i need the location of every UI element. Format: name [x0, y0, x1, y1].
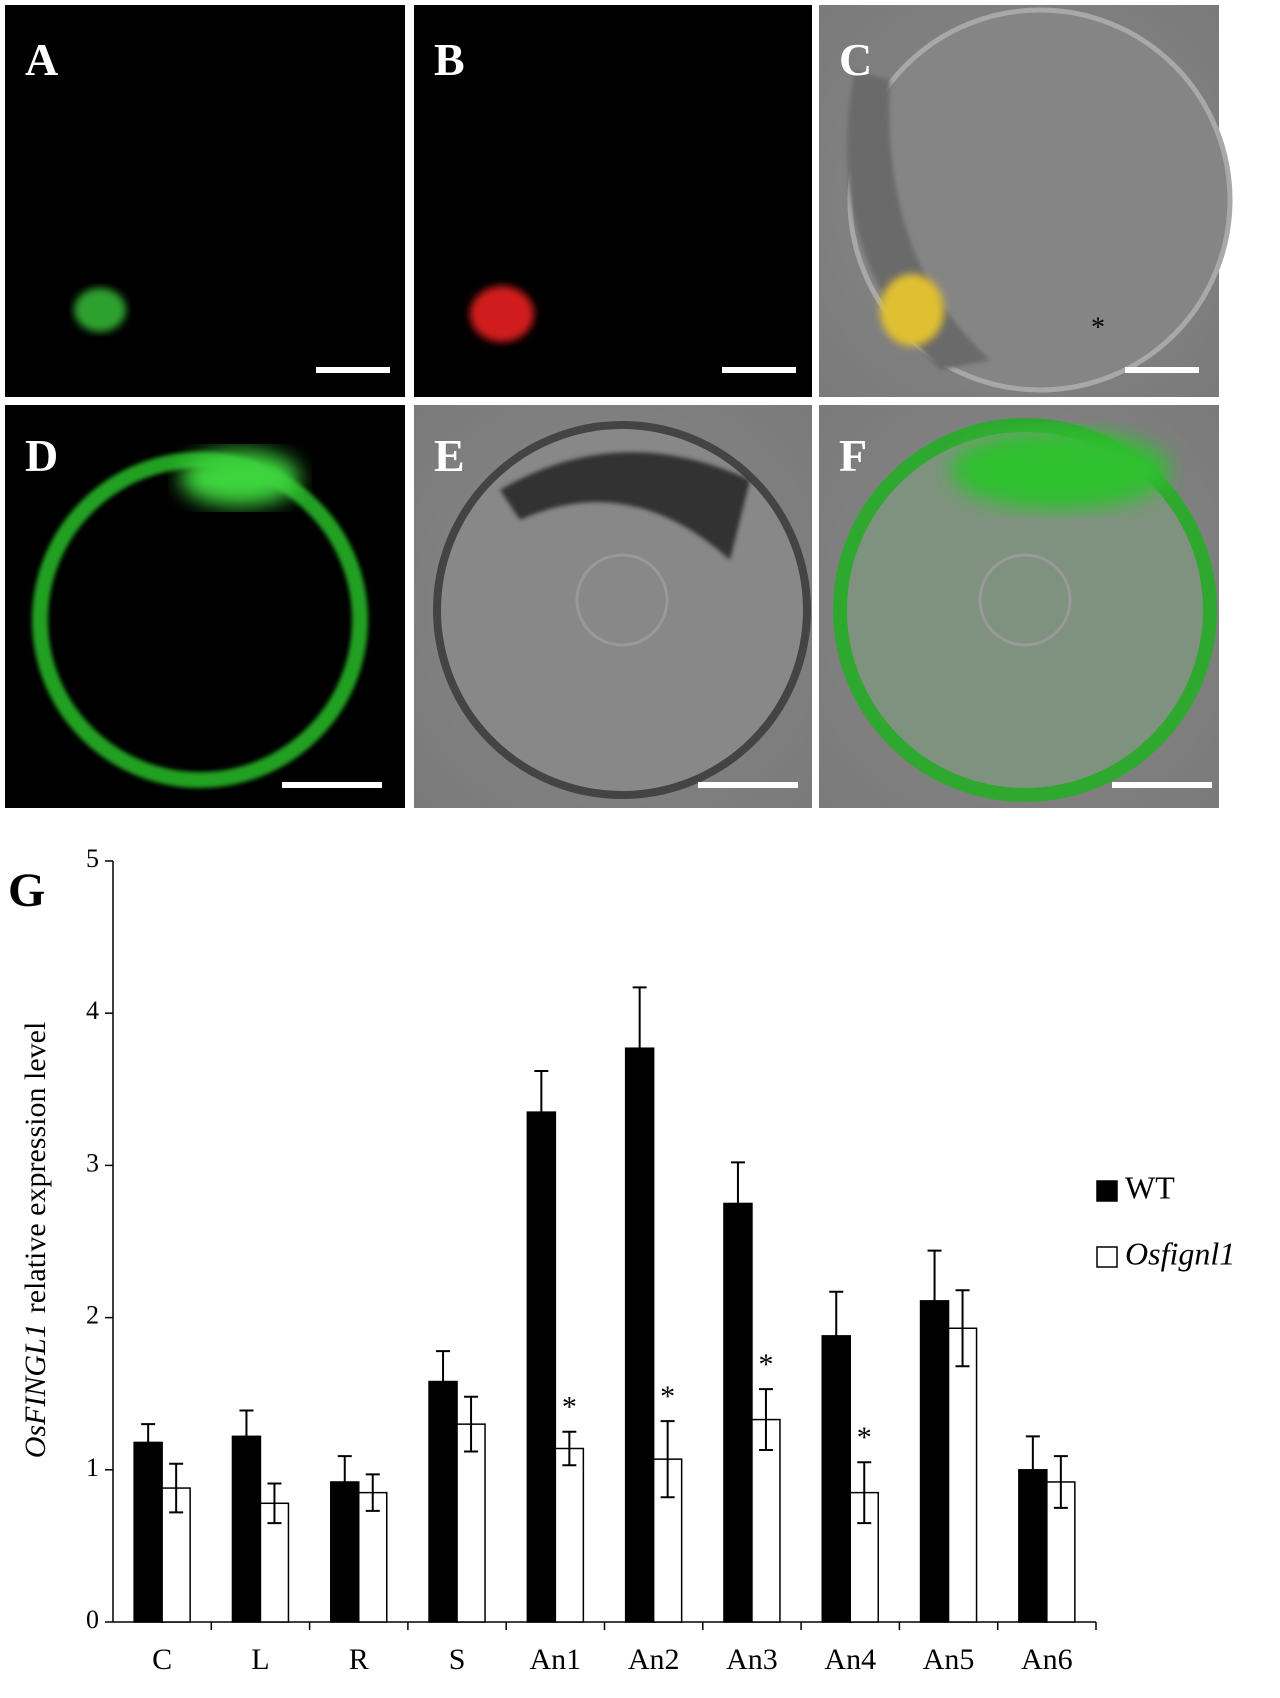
bar — [358, 1491, 388, 1623]
error-bar — [829, 1290, 844, 1381]
legend-swatch — [1096, 1246, 1118, 1268]
significance-label: * — [660, 1380, 675, 1413]
panel-e: E — [414, 405, 812, 808]
bar — [554, 1447, 585, 1623]
y-tick-label: 1 — [86, 1453, 99, 1482]
error-bar — [758, 1388, 773, 1452]
error-bar — [632, 986, 647, 1111]
x-tick-label: An5 — [923, 1643, 975, 1676]
x-tick-label: R — [349, 1643, 369, 1676]
y-label-gene: OsFINGL1 — [19, 1323, 52, 1458]
y-label-text: relative expression level — [19, 1022, 52, 1314]
significance-label: * — [857, 1421, 872, 1454]
error-bar — [730, 1161, 745, 1246]
bar — [428, 1380, 458, 1623]
error-bar — [337, 1455, 352, 1509]
error-bar — [534, 1070, 549, 1155]
error-bar — [660, 1420, 675, 1499]
y-tick-label: 2 — [86, 1301, 99, 1330]
legend-swatch — [1096, 1180, 1118, 1202]
panel-f: F — [819, 405, 1219, 808]
error-bar — [927, 1249, 942, 1353]
y-tick-label: 3 — [86, 1148, 99, 1177]
bar — [526, 1111, 557, 1623]
panel-c: * C — [819, 5, 1233, 397]
x-tick-label: An3 — [726, 1643, 778, 1676]
panel-label: F — [839, 430, 867, 481]
x-tick-label: C — [152, 1643, 172, 1676]
y-tick-label: 4 — [86, 996, 99, 1025]
panel-label: C — [839, 34, 872, 85]
x-tick-label: An1 — [530, 1643, 582, 1676]
panel-d: D — [5, 405, 405, 808]
panel-label: B — [434, 34, 465, 85]
x-tick-label: An6 — [1021, 1643, 1073, 1676]
error-bar — [857, 1461, 872, 1525]
significance-label: * — [758, 1348, 773, 1381]
y-tick-label: 0 — [86, 1605, 99, 1634]
x-tick-label: L — [251, 1643, 269, 1676]
y-axis-label: OsFINGL1 relative expression level — [19, 1022, 52, 1459]
legend-label: Osfignl1 — [1125, 1235, 1235, 1271]
bar — [133, 1441, 163, 1623]
error-bar — [365, 1473, 380, 1512]
legend-label: WT — [1125, 1169, 1175, 1205]
x-tick-label: An4 — [824, 1643, 876, 1676]
error-bar — [239, 1409, 254, 1464]
significance-label: * — [562, 1391, 577, 1424]
bar — [947, 1327, 978, 1623]
error-bar — [464, 1395, 479, 1453]
y-tick-label: 5 — [86, 844, 99, 873]
panel-label: E — [434, 430, 465, 481]
panel-label: G — [8, 864, 45, 917]
x-tick-label: An2 — [628, 1643, 680, 1676]
error-bar — [1025, 1435, 1040, 1505]
panel-a: A — [5, 5, 405, 397]
x-tick-label: S — [449, 1643, 466, 1676]
bar — [723, 1202, 753, 1623]
bar — [231, 1435, 262, 1623]
error-bar — [141, 1423, 156, 1462]
annotation: * — [1091, 312, 1105, 343]
bar — [624, 1047, 655, 1623]
bar-chart: G OsFINGL1 relative expression level 0 1 2 3… — [8, 844, 1235, 1676]
bar — [456, 1423, 486, 1623]
error-bar — [169, 1462, 184, 1514]
error-bar — [1053, 1455, 1068, 1509]
panel-b: B — [414, 5, 812, 397]
error-bar — [955, 1289, 970, 1368]
panel-label: A — [25, 34, 58, 85]
bar — [751, 1418, 781, 1623]
panel-label: D — [25, 430, 58, 481]
error-bar — [436, 1350, 451, 1413]
error-bar — [267, 1482, 282, 1525]
error-bar — [562, 1430, 577, 1467]
bar — [919, 1300, 950, 1623]
